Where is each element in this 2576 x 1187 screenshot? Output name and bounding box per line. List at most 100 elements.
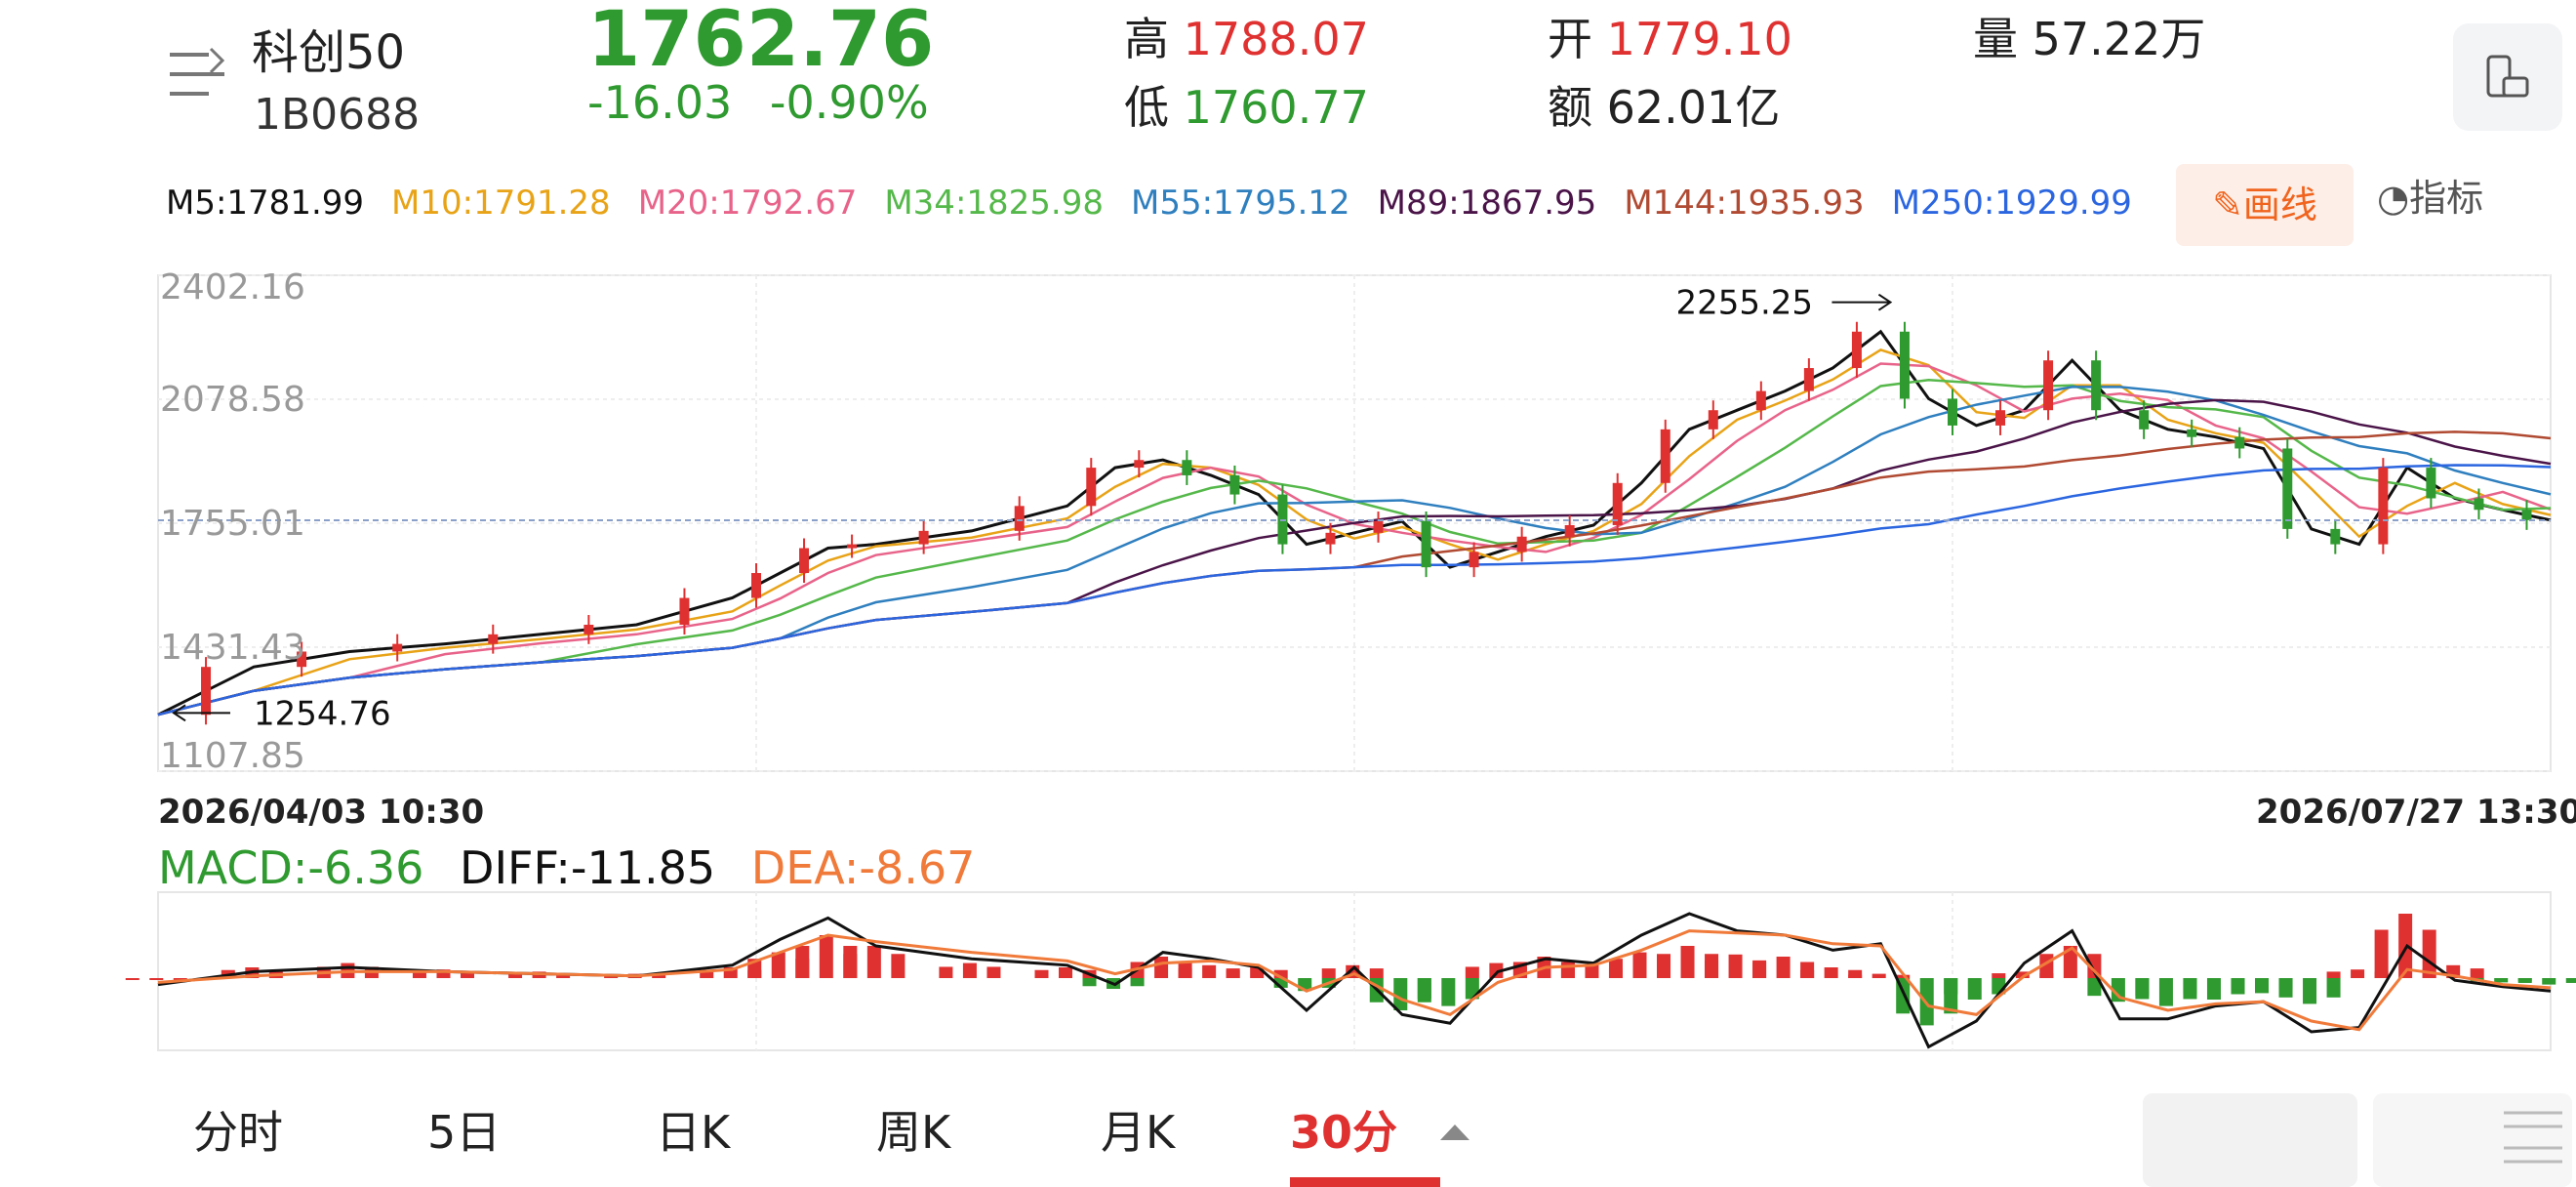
low-label: 低 bbox=[1124, 81, 1169, 134]
macd-bar bbox=[2303, 978, 2317, 1004]
macd-bar bbox=[1728, 954, 1743, 978]
macd-bar bbox=[2374, 929, 2389, 978]
candle-body bbox=[1182, 460, 1192, 475]
macd-bar bbox=[1657, 954, 1671, 978]
candle-body bbox=[2187, 429, 2197, 437]
macd-bar bbox=[1250, 967, 1265, 978]
candle-body bbox=[1229, 474, 1240, 495]
macd-bar bbox=[149, 978, 164, 980]
landscape-toggle-button[interactable] bbox=[2453, 23, 2562, 131]
ma-legend: M5:1781.99 M10:1791.28 M20:1792.67 M34:1825… bbox=[166, 184, 2159, 223]
macd-bar bbox=[2565, 978, 2576, 983]
date-start: 2026/04/03 10:30 bbox=[158, 793, 485, 832]
ma-legend-item: M5:1781.99 bbox=[166, 184, 365, 223]
macd-bar bbox=[1824, 967, 1838, 978]
main-series bbox=[157, 321, 2552, 725]
candle-body bbox=[847, 544, 858, 549]
y-tick-label: 2078.58 bbox=[160, 380, 305, 420]
dea-label: DEA:-8.67 bbox=[750, 841, 976, 894]
candle-body bbox=[2043, 360, 2054, 411]
candle-body bbox=[679, 597, 690, 626]
candle-body bbox=[1660, 429, 1670, 483]
candle-body bbox=[2378, 468, 2389, 545]
macd-bar bbox=[1417, 978, 1431, 1000]
tab-0[interactable]: 分时 bbox=[193, 1106, 283, 1159]
macd-bar bbox=[1489, 962, 1504, 978]
candle-body bbox=[1851, 331, 1862, 369]
macd-bar bbox=[173, 978, 187, 980]
macd-bar bbox=[819, 935, 833, 978]
menu-icon[interactable] bbox=[168, 47, 228, 102]
tab-3[interactable]: 周K bbox=[876, 1106, 951, 1159]
ma-legend-item: M144:1935.93 bbox=[1624, 184, 1865, 223]
ma-line-2 bbox=[157, 362, 2552, 716]
macd-bar bbox=[939, 966, 953, 978]
current-price: 1762.76 bbox=[587, 0, 935, 84]
macd-bar bbox=[1273, 969, 1288, 978]
y-tick-label: 2402.16 bbox=[160, 267, 305, 307]
ma-legend-item: M34:1825.98 bbox=[884, 184, 1104, 223]
tab-2[interactable]: 日K bbox=[656, 1106, 731, 1159]
macd-bar bbox=[2494, 978, 2509, 983]
amount-label: 额 bbox=[1548, 81, 1592, 134]
low-value: 1760.77 bbox=[1183, 81, 1369, 134]
macd-bar bbox=[1465, 966, 1479, 978]
tab-1[interactable]: 5日 bbox=[427, 1106, 502, 1159]
high-value: 1788.07 bbox=[1183, 13, 1369, 65]
macd-bar bbox=[1202, 964, 1217, 978]
macd-bar bbox=[1178, 968, 1192, 978]
tab-4[interactable]: 月K bbox=[1101, 1106, 1176, 1159]
macd-bar bbox=[1273, 978, 1288, 988]
candle-body bbox=[1995, 410, 2006, 426]
macd-bar bbox=[866, 946, 881, 978]
tab-5[interactable]: 30分 bbox=[1290, 1106, 1398, 1159]
macd-bar bbox=[1680, 946, 1695, 978]
macd-bar bbox=[2517, 978, 2532, 983]
macd-bar bbox=[1154, 957, 1169, 978]
candle-body bbox=[1325, 532, 1336, 545]
candle-body bbox=[1755, 390, 1766, 411]
candle-body bbox=[2474, 498, 2484, 511]
macd-bar bbox=[986, 966, 1001, 978]
high-label: 高 bbox=[1124, 13, 1169, 65]
draw-line-button[interactable]: ✎画线 bbox=[2176, 164, 2354, 246]
macd-bar bbox=[1872, 973, 1886, 978]
macd-bar bbox=[1944, 978, 1958, 995]
candle-body bbox=[799, 548, 810, 574]
candle-body bbox=[1516, 536, 1527, 553]
y-tick-label: 1431.43 bbox=[160, 628, 305, 668]
macd-bar bbox=[2183, 978, 2197, 995]
volume-stat: 量 57.22万 bbox=[1973, 4, 2205, 68]
macd-bar bbox=[1800, 969, 1815, 978]
scroll-handle[interactable] bbox=[2143, 1093, 2572, 1187]
candle-body bbox=[1803, 368, 1814, 391]
indicator-button[interactable]: ◔指标 bbox=[2377, 168, 2483, 222]
candle-body bbox=[1612, 482, 1623, 525]
candle-body bbox=[2426, 468, 2436, 499]
ma-line-3 bbox=[157, 378, 2552, 716]
macd-bar bbox=[1632, 952, 1647, 978]
candle-body bbox=[1899, 331, 1910, 399]
caret-up-icon[interactable] bbox=[1438, 1123, 1471, 1142]
macd-bar bbox=[700, 969, 714, 978]
macd-bar bbox=[2398, 914, 2413, 978]
macd-bar bbox=[771, 952, 785, 978]
macd-bar bbox=[1369, 968, 1384, 978]
candle-body bbox=[2282, 448, 2293, 529]
change-value: -16.03 bbox=[587, 76, 733, 129]
macd-bar bbox=[1848, 969, 1863, 978]
pen-icon: ✎ bbox=[2212, 184, 2243, 226]
macd-bar bbox=[1967, 978, 1982, 1000]
macd-series bbox=[125, 912, 2576, 1049]
ma-legend-item: M55:1795.12 bbox=[1131, 184, 1350, 223]
candle-body bbox=[918, 530, 929, 545]
macd-bar bbox=[1441, 978, 1456, 1006]
macd-bar bbox=[2087, 978, 2102, 997]
macd-bar bbox=[2231, 978, 2245, 990]
candle-body bbox=[1469, 552, 1479, 568]
active-tab-indicator bbox=[1290, 1177, 1440, 1187]
phone-landscape-icon bbox=[2486, 55, 2529, 98]
min-annotation: 1254.76 bbox=[254, 694, 391, 733]
macd-bar bbox=[1226, 969, 1240, 978]
